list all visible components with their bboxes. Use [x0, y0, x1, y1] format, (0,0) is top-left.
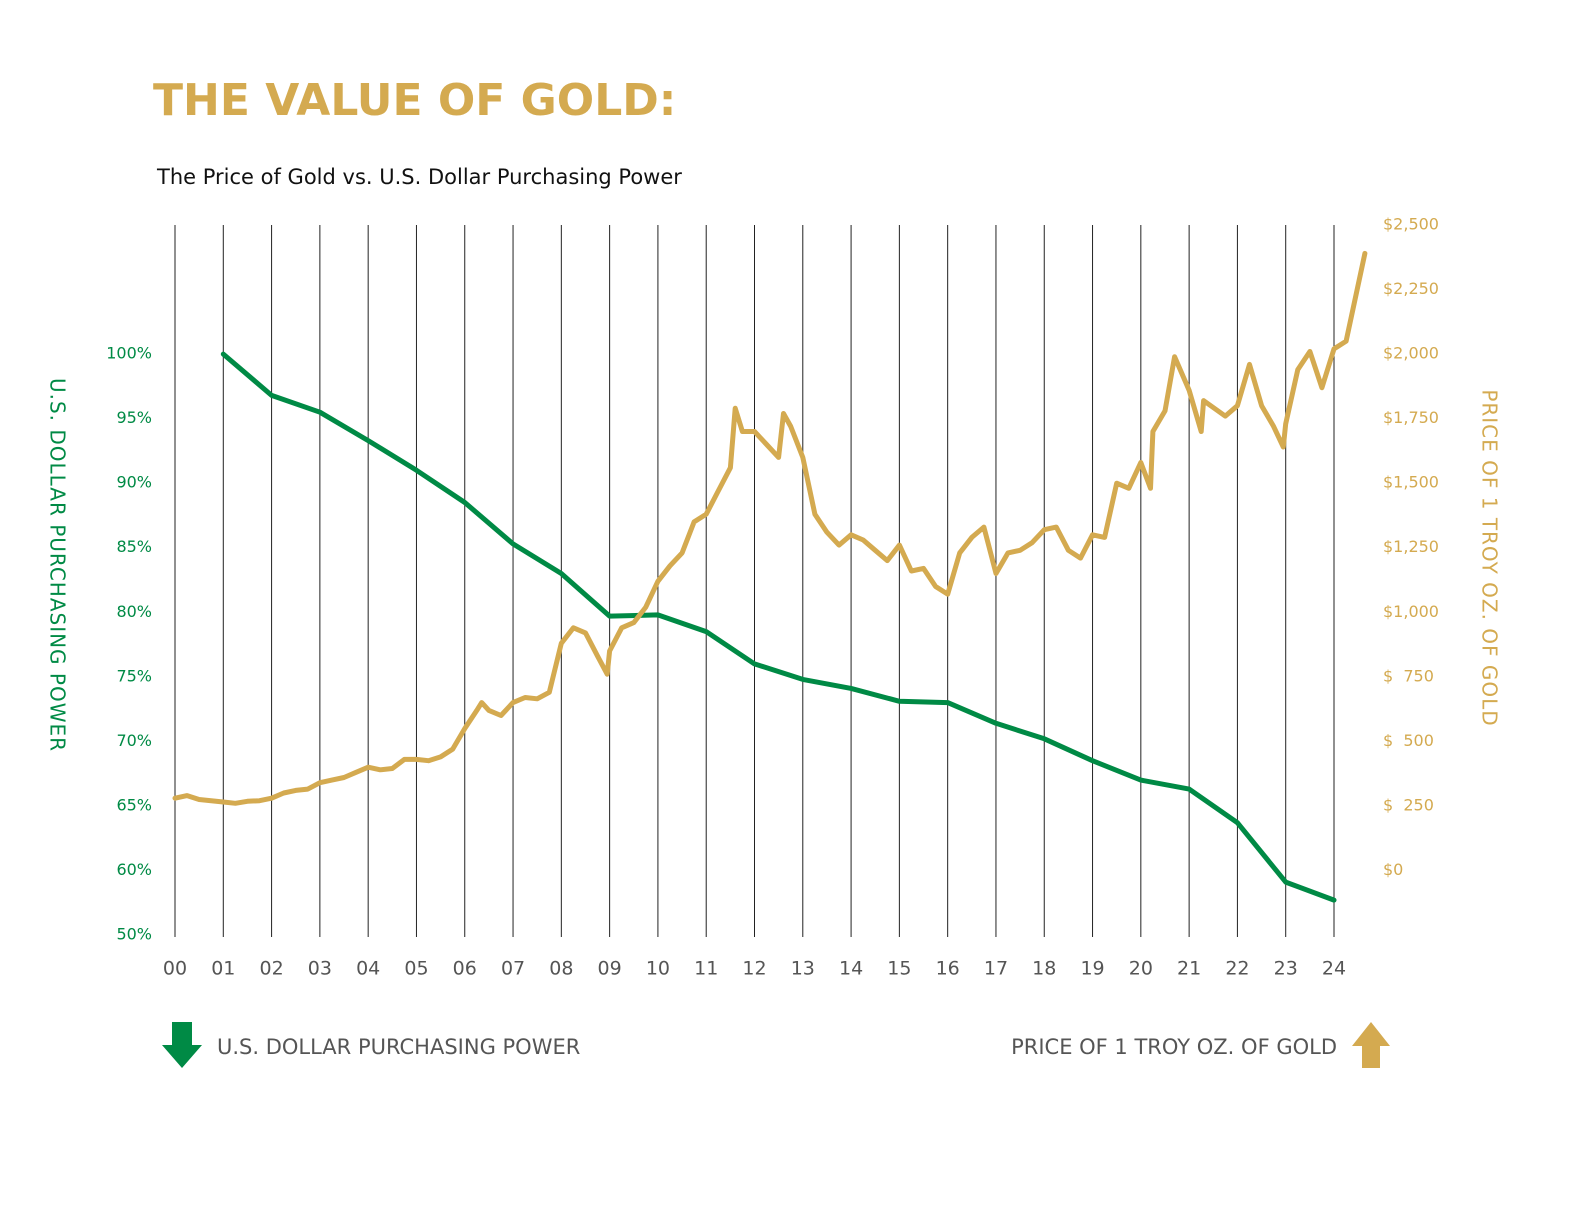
- y2-tick-label: $ 500: [1383, 731, 1434, 750]
- y-tick-label: 90%: [116, 473, 152, 492]
- x-tick-label: 09: [598, 958, 622, 980]
- y2-axis-label: PRICE OF 1 TROY OZ. OF GOLD: [1478, 389, 1502, 726]
- x-tick-label: 06: [453, 958, 477, 980]
- y2-tick-label: $2,000: [1383, 344, 1439, 363]
- x-tick-label: 08: [549, 958, 573, 980]
- y-tick-label: 95%: [116, 408, 152, 427]
- x-tick-label: 22: [1225, 958, 1249, 980]
- line-series: [172, 250, 1368, 806]
- x-tick-label: 21: [1177, 958, 1201, 980]
- x-tick-label: 12: [742, 958, 766, 980]
- x-tick-label: 24: [1322, 958, 1346, 980]
- y-tick-label: 60%: [116, 860, 152, 879]
- x-tick-label: 19: [1080, 958, 1104, 980]
- y-tick-label: 75%: [116, 666, 152, 685]
- legend-arrow-up: [1352, 1022, 1390, 1068]
- y-tick-label: 70%: [116, 731, 152, 750]
- y-tick-label: 85%: [116, 537, 152, 556]
- y-tick-label: 65%: [116, 795, 152, 814]
- x-tick-label: 20: [1129, 958, 1153, 980]
- y2-tick-label: $2,500: [1383, 215, 1439, 234]
- y2-tick-label: $1,750: [1383, 408, 1439, 427]
- x-tick-label: 01: [211, 958, 235, 980]
- chart-title: THE VALUE OF GOLD:: [153, 75, 676, 126]
- x-tick-label: 13: [791, 958, 815, 980]
- y2-tick-label: $0: [1383, 860, 1403, 879]
- y-axis-label: U.S. DOLLAR PURCHASING POWER: [46, 378, 70, 752]
- y2-tick-label: $ 250: [1383, 795, 1434, 814]
- y2-tick-label: $1,000: [1383, 602, 1439, 621]
- x-tick-label: 10: [646, 958, 670, 980]
- x-tick-label: 00: [163, 958, 187, 980]
- legend-label: PRICE OF 1 TROY OZ. OF GOLD: [1011, 1035, 1337, 1059]
- line-series: [220, 351, 1337, 903]
- x-tick-label: 05: [404, 958, 428, 980]
- legend-arrow-down: [162, 1022, 202, 1068]
- x-tick-label: 18: [1032, 958, 1056, 980]
- y2-tick-label: $2,250: [1383, 279, 1439, 298]
- y2-tick-label: $1,250: [1383, 537, 1439, 556]
- chart-subtitle: The Price of Gold vs. U.S. Dollar Purcha…: [156, 165, 682, 189]
- x-tick-label: 07: [501, 958, 525, 980]
- x-tick-label: 11: [694, 958, 718, 980]
- x-tick-label: 16: [936, 958, 960, 980]
- x-tick-label: 04: [356, 958, 380, 980]
- x-tick-label: 23: [1274, 958, 1298, 980]
- y-tick-label: 50%: [116, 925, 152, 944]
- y2-tick-label: $1,500: [1383, 473, 1439, 492]
- y2-tick-label: $ 750: [1383, 666, 1434, 685]
- y-tick-label: 80%: [116, 602, 152, 621]
- x-tick-label: 15: [887, 958, 911, 980]
- legend-label: U.S. DOLLAR PURCHASING POWER: [217, 1035, 580, 1059]
- x-tick-label: 14: [839, 958, 863, 980]
- x-tick-label: 03: [308, 958, 332, 980]
- x-tick-label: 17: [984, 958, 1008, 980]
- x-tick-label: 02: [259, 958, 283, 980]
- y-tick-label: 100%: [106, 344, 152, 363]
